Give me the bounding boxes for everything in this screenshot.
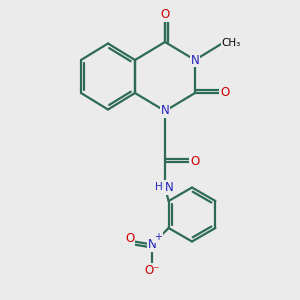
Text: N: N (148, 238, 157, 251)
Text: O: O (160, 8, 169, 22)
Text: O⁻: O⁻ (144, 263, 160, 277)
Text: N: N (160, 104, 169, 118)
Text: O: O (125, 232, 134, 245)
Text: H: H (154, 182, 162, 193)
Text: O: O (220, 86, 230, 100)
Text: O: O (190, 155, 200, 169)
Text: N: N (190, 53, 200, 67)
Text: N: N (165, 181, 174, 194)
Text: CH₃: CH₃ (221, 38, 241, 49)
Text: +: + (154, 232, 162, 242)
